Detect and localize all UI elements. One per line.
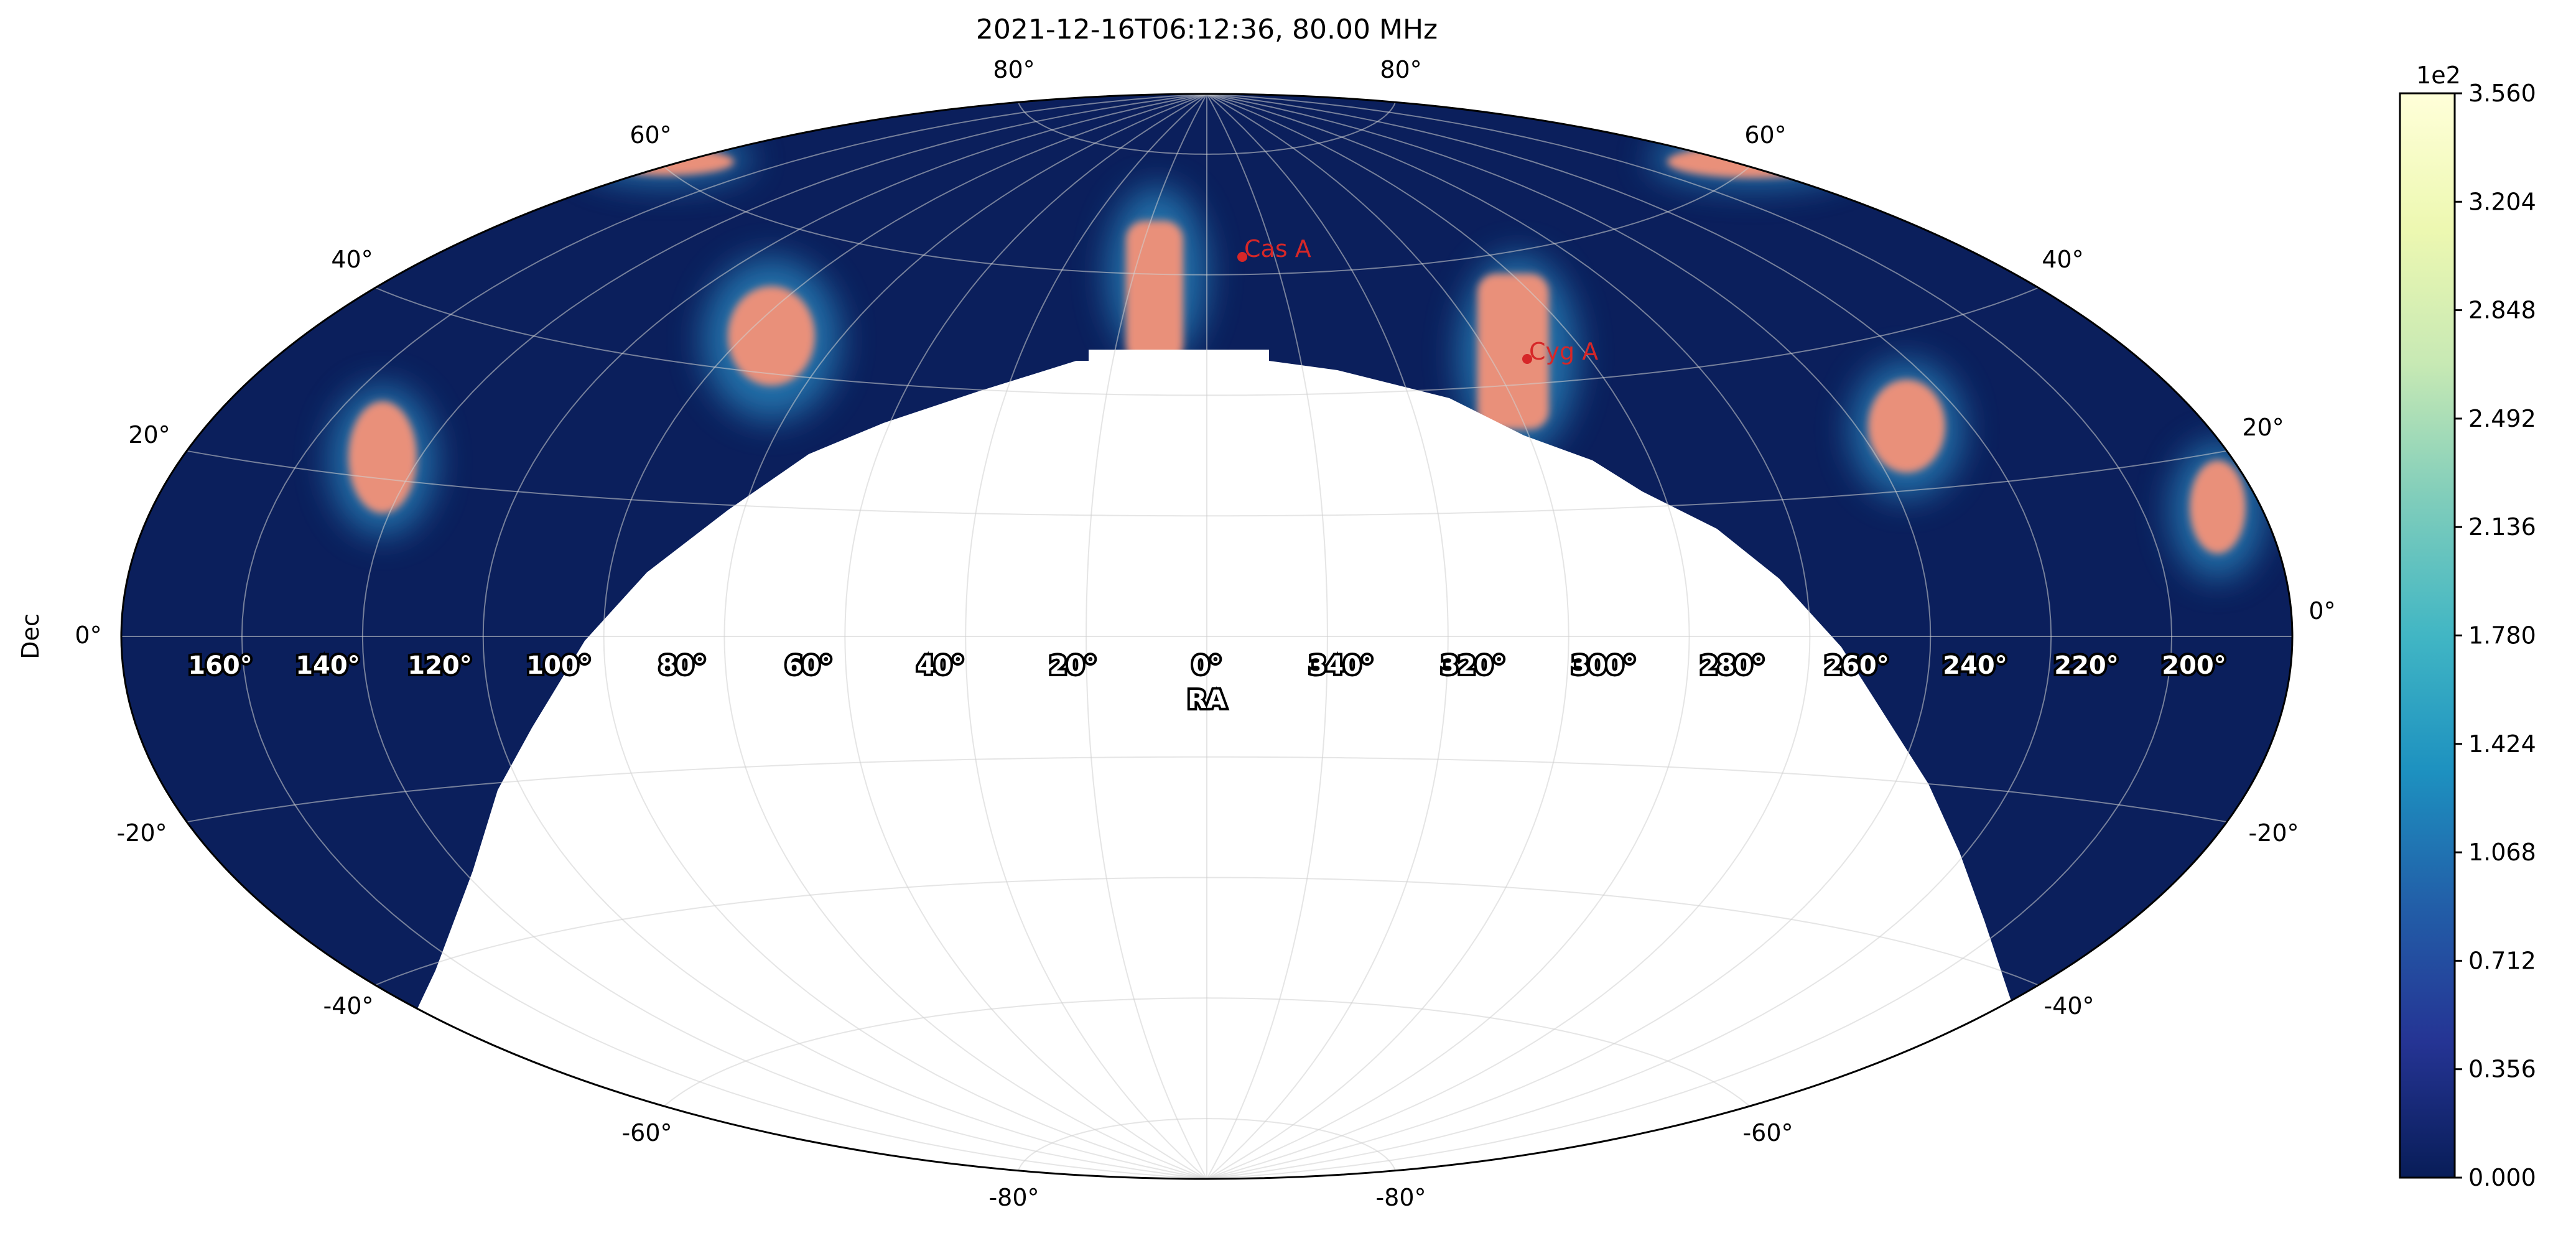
ra-tick-label: 140° — [295, 651, 360, 680]
blob-6 — [2190, 460, 2246, 554]
ra-tick-label: 120° — [407, 651, 472, 680]
dec-tick-label: 20° — [128, 421, 170, 449]
y-axis-label: Dec — [17, 613, 44, 659]
colorbar-multiplier: 1e2 — [2416, 62, 2461, 89]
x-axis-label: RA — [1188, 686, 1226, 714]
dec-tick-label: -80° — [988, 1184, 1039, 1211]
ra-tick-label: 100° — [526, 651, 591, 680]
dec-tick-labels-right: 80° 60° 40° 20° 0° -20° -40° -60° -80° — [1375, 56, 2335, 1211]
dec-tick-label: 0° — [75, 621, 101, 649]
colorbar-tick-label: 2.848 — [2468, 297, 2536, 324]
blob-5 — [1868, 379, 1945, 473]
ra-tick-label: 340° — [1309, 651, 1374, 680]
colorbar-ticks: 0.000 0.356 0.712 1.068 1.424 1.780 2.136 2.492… — [2455, 80, 2536, 1191]
source-label-cas-a: Cas A — [1244, 235, 1311, 263]
dec-tick-label: 60° — [1744, 121, 1786, 149]
parallel-line — [1018, 101, 1396, 155]
ra-tick-label: 260° — [1825, 651, 1889, 680]
source-label-cyg-a: Cyg A — [1529, 338, 1598, 365]
colorbar-tick-label: 0.356 — [2468, 1056, 2536, 1083]
blob-2 — [728, 286, 815, 386]
ra-tick-label: 320° — [1441, 651, 1505, 680]
ra-tick-label: 20° — [1049, 651, 1097, 680]
dec-tick-label: 60° — [630, 121, 671, 149]
blob-1 — [348, 401, 417, 513]
dec-tick-label: 80° — [993, 56, 1035, 83]
parallel-line — [187, 756, 2227, 823]
colorbar-tick-label: 3.204 — [2468, 188, 2536, 215]
below-horizon-mask — [311, 350, 2115, 1179]
dec-tick-label: 80° — [1380, 56, 1421, 83]
colorbar-tick-label: 0.712 — [2468, 947, 2536, 974]
ra-tick-label: 0° — [1192, 651, 1222, 680]
colorbar-gradient — [2399, 92, 2456, 1179]
parallel-line — [374, 287, 2039, 396]
dec-tick-label: -60° — [621, 1119, 672, 1147]
ra-tick-label: 200° — [2162, 651, 2226, 680]
parallel-line — [663, 997, 1751, 1107]
dec-tick-label: 40° — [2042, 246, 2083, 273]
colorbar: 1e2 0.000 0.356 0.712 1.068 1.424 1.780 2.136 2… — [2399, 62, 2536, 1191]
source-markers: Cas A Cyg A — [1237, 235, 1598, 365]
ra-tick-label: 60° — [785, 651, 832, 680]
parallel-line — [663, 166, 1751, 276]
blob-8 — [1667, 146, 1841, 178]
ra-tick-label: 280° — [1700, 651, 1765, 680]
dec-tick-label: -60° — [1742, 1119, 1793, 1147]
dec-tick-label: -40° — [323, 992, 373, 1020]
dec-tick-label: -20° — [2248, 819, 2299, 847]
blob-3 — [1126, 221, 1183, 364]
dec-tick-labels-left: 80° 60° 40° 20° 0° -20° -40° -60° -80° — [75, 56, 1039, 1211]
dec-tick-label: 20° — [2242, 414, 2284, 441]
chart-title: 2021-12-16T06:12:36, 80.00 MHz — [976, 14, 1438, 45]
dec-tick-label: -80° — [1375, 1184, 1426, 1211]
colorbar-tick-label: 2.492 — [2468, 405, 2536, 432]
dec-tick-label: -20° — [116, 819, 167, 847]
colorbar-tick-label: 3.560 — [2468, 80, 2536, 107]
parallel-line — [374, 877, 2039, 986]
colorbar-tick-label: 1.780 — [2468, 622, 2536, 649]
colorbar-tick-label: 0.000 — [2468, 1164, 2536, 1191]
dec-tick-label: -40° — [2044, 992, 2094, 1020]
ra-tick-label: 300° — [1571, 651, 1636, 680]
ra-tick-label: 160° — [188, 651, 253, 680]
source-marker-cas-a — [1237, 252, 1247, 262]
colorbar-tick-label: 2.136 — [2468, 513, 2536, 541]
source-marker-cyg-a — [1522, 354, 1532, 364]
parallel-line — [1018, 1118, 1396, 1171]
dec-tick-label: 40° — [331, 246, 373, 273]
ra-tick-labels: 160° 140° 120° 100° 80° 60° 40° 20° 0° 3… — [185, 649, 2229, 717]
ra-tick-label: 240° — [1943, 651, 2007, 680]
colorbar-tick-label: 1.068 — [2468, 839, 2536, 866]
colorbar-tick-label: 1.424 — [2468, 730, 2536, 758]
dec-tick-label: 0° — [2309, 597, 2335, 625]
ra-tick-label: 40° — [917, 651, 964, 680]
blob-4 — [1477, 274, 1549, 429]
map-border — [120, 93, 2294, 1180]
ra-tick-label: 80° — [659, 651, 706, 680]
parallel-line — [187, 450, 2227, 517]
ra-tick-label: 220° — [2054, 651, 2119, 680]
